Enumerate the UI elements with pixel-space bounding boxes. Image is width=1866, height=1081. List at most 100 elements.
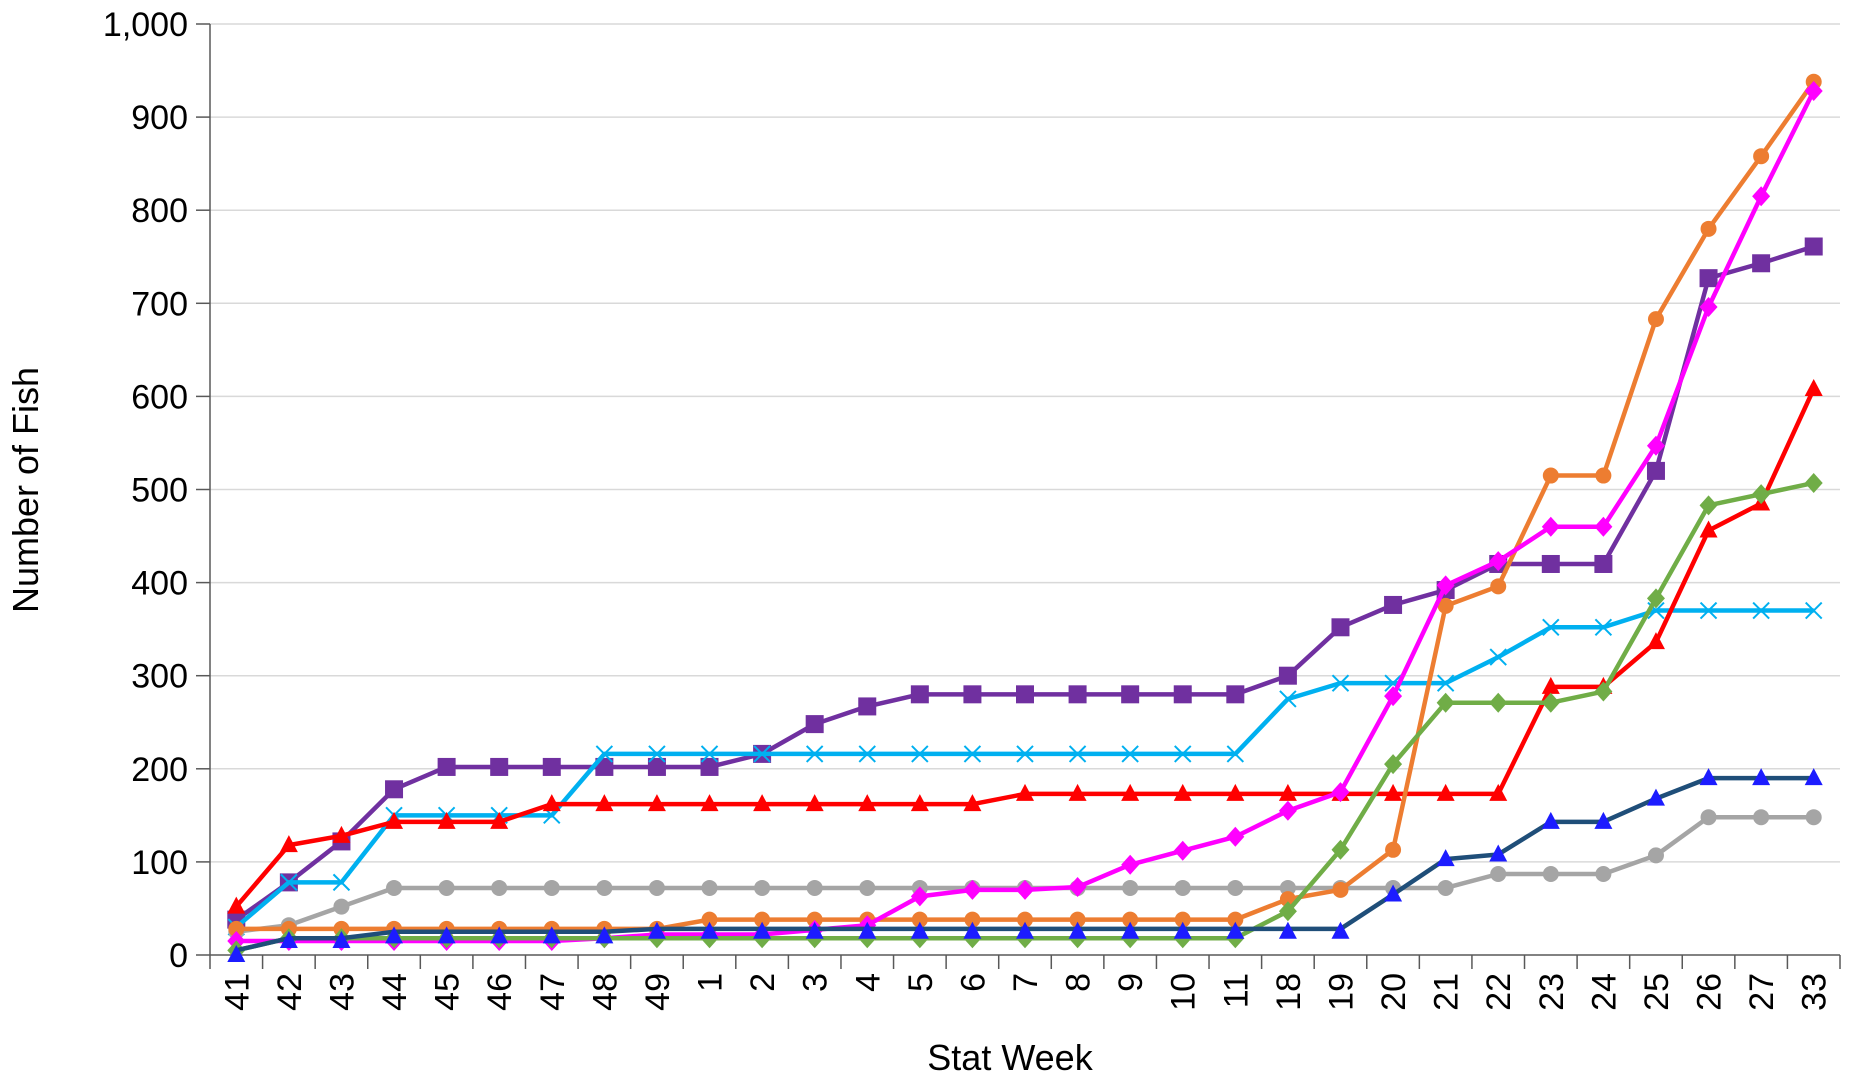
x-tick-label: 42 [271,973,309,1011]
data-point [1173,921,1192,939]
data-point [332,931,351,949]
data-point [333,898,350,915]
data-point [754,879,771,896]
data-point [1752,254,1771,273]
data-point [1068,783,1087,801]
data-point [648,879,665,896]
x-tick-label: 1 [692,973,730,992]
data-point [1804,378,1823,396]
y-tick-label: 700 [131,285,188,323]
data-point [700,745,719,763]
data-point [1595,467,1612,484]
data-point [1699,520,1718,538]
data-point [1542,467,1559,484]
data-point [1384,783,1403,801]
data-point [1331,839,1350,860]
data-point [1122,911,1139,928]
data-point [805,745,824,763]
x-tick-label: 23 [1533,973,1571,1011]
data-point [1646,788,1665,806]
data-point [1541,554,1560,573]
data-point [1804,768,1823,786]
data-point [1121,783,1140,801]
x-tick-label: 26 [1691,973,1729,1011]
data-point [1227,879,1244,896]
data-point [963,745,982,763]
data-point [1069,911,1086,928]
x-tick-label: 11 [1217,973,1255,1008]
y-tick-label: 1,000 [103,6,188,44]
data-point [1646,632,1665,650]
data-point [1174,911,1191,928]
data-point [701,911,718,928]
data-point [1384,884,1403,902]
data-point [754,911,771,928]
data-point [228,920,245,937]
data-point [1278,901,1297,922]
x-tick-label: 47 [534,973,572,1011]
data-point [1122,879,1139,896]
data-point [701,879,718,896]
data-point [1385,841,1402,858]
series-line [236,80,1816,932]
data-point [1699,297,1718,318]
data-point [542,757,561,776]
data-point [1068,685,1087,704]
data-point [1752,186,1771,207]
data-point [806,911,823,928]
data-point [490,757,509,776]
y-tick-label: 900 [131,99,188,137]
data-point [858,794,877,812]
x-tick-label: 24 [1585,973,1623,1011]
data-point [1594,618,1613,636]
data-point [805,794,824,812]
data-point [963,879,982,900]
data-point [1541,692,1560,713]
data-point [1332,881,1349,898]
data-point [963,794,982,812]
x-tick-label: 6 [954,973,992,992]
data-point [1489,692,1508,713]
x-tick-label: 48 [586,973,624,1011]
data-point [1436,575,1455,596]
data-point [1174,745,1192,763]
data-point [1279,879,1296,896]
data-point [1594,516,1613,537]
data-point [1489,844,1508,862]
data-point [1226,826,1245,847]
data-point [1227,911,1244,928]
series-line [234,388,1816,909]
data-point [1016,685,1034,704]
data-point [1278,800,1297,821]
data-point [1489,783,1508,801]
data-point [805,715,824,734]
data-point [858,745,876,763]
data-point [753,745,771,763]
data-point [1594,811,1613,829]
data-point [1753,148,1770,165]
data-point [1646,588,1665,609]
data-point [1016,783,1034,801]
data-point [1752,601,1770,620]
x-tick-label: 5 [902,973,940,992]
data-point [1384,595,1403,614]
data-point [1384,754,1403,775]
data-point [1490,578,1507,595]
data-point [910,921,929,939]
data-point [1595,866,1612,883]
gridlines [210,23,1840,863]
data-point [491,879,508,896]
data-point [1279,690,1297,708]
data-point [700,794,719,812]
axes [196,23,1841,969]
data-point [1805,601,1823,620]
x-tick-label: 20 [1375,973,1413,1011]
x-tick-label: 43 [323,973,361,1011]
data-point [700,757,719,776]
data-point [1542,618,1560,636]
data-point [1226,783,1245,801]
x-tick-label: 49 [639,973,677,1011]
data-point [1173,685,1192,704]
